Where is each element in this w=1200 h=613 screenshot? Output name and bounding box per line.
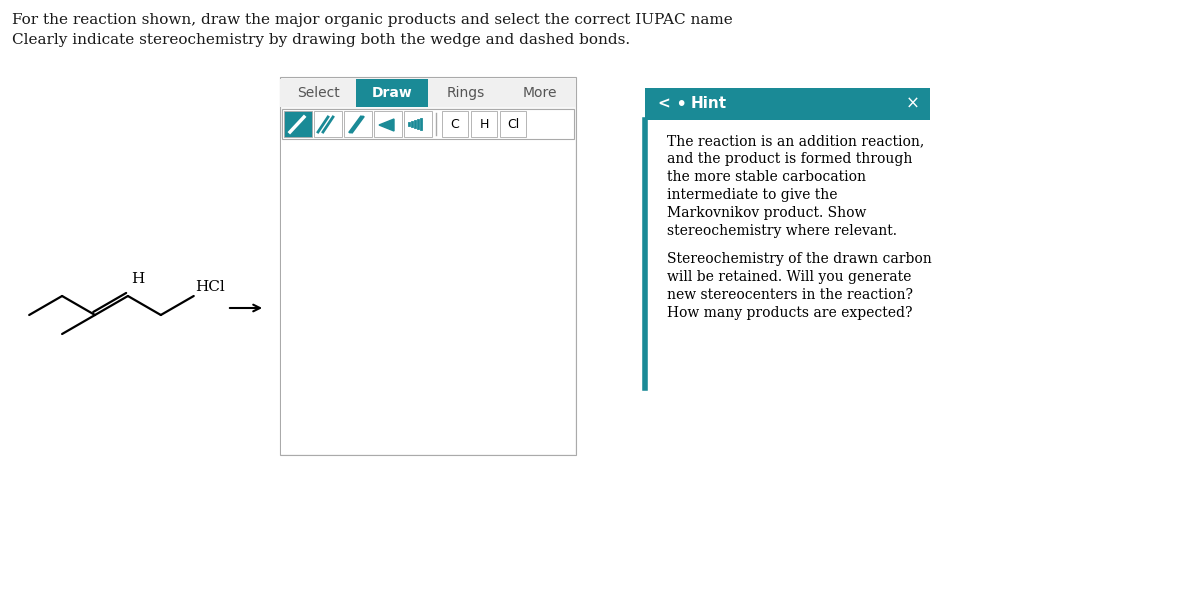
Text: HCl: HCl [196,280,224,294]
Text: new stereocenters in the reaction?: new stereocenters in the reaction? [667,288,913,302]
Text: Cl: Cl [506,118,520,131]
Text: Clearly indicate stereochemistry by drawing both the wedge and dashed bonds.: Clearly indicate stereochemistry by draw… [12,33,630,47]
Text: H: H [131,272,144,286]
Text: Hint: Hint [691,96,727,112]
Text: intermediate to give the: intermediate to give the [667,188,838,202]
Text: and the product is formed through: and the product is formed through [667,152,912,166]
Text: Markovnikov product. Show: Markovnikov product. Show [667,206,866,220]
Bar [314,111,342,137]
Text: Draw: Draw [372,86,413,100]
Bar [404,111,432,137]
Text: Rings: Rings [446,86,485,100]
Bar [282,109,574,139]
Bar [344,111,372,137]
Bar [500,111,526,137]
Text: stereochemistry where relevant.: stereochemistry where relevant. [667,224,898,238]
Text: Select: Select [296,86,340,100]
Bar [280,77,576,455]
Text: ×: × [906,95,920,113]
Bar [374,111,402,137]
Text: Stereochemistry of the drawn carbon: Stereochemistry of the drawn carbon [667,252,931,266]
Text: the more stable carbocation: the more stable carbocation [667,170,866,184]
Polygon shape [379,119,394,131]
Text: For the reaction shown, draw the major organic products and select the correct I: For the reaction shown, draw the major o… [12,13,733,27]
Bar [470,111,497,137]
Text: <: < [658,96,670,112]
Text: H: H [479,118,488,131]
Text: C: C [451,118,460,131]
Bar [280,79,576,107]
Text: How many products are expected?: How many products are expected? [667,306,912,320]
Bar [646,88,930,120]
Text: The reaction is an addition reaction,: The reaction is an addition reaction, [667,134,924,148]
Bar [356,79,428,107]
Bar [442,111,468,137]
Bar [284,111,312,137]
Text: More: More [523,86,557,100]
Text: •: • [674,94,686,113]
Text: will be retained. Will you generate: will be retained. Will you generate [667,270,911,284]
Bar [281,138,575,454]
